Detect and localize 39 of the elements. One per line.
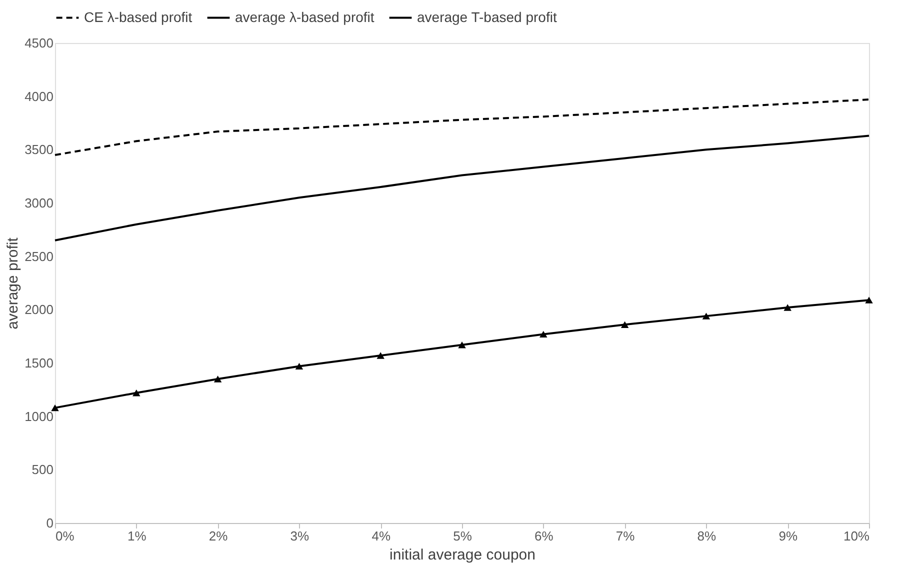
x-tick-label: 3%: [290, 528, 310, 544]
x-tick-label: 8%: [697, 528, 717, 544]
line-series: [54, 98, 870, 156]
point: [214, 376, 222, 382]
point: [458, 342, 466, 348]
y-tick-label: 1500: [24, 356, 54, 370]
legend-label: average λ-based profit: [235, 8, 374, 25]
point: [51, 404, 59, 412]
point: [540, 330, 548, 338]
y-tick-label: 3000: [24, 196, 54, 210]
point: [376, 352, 384, 359]
y-axis-title: average profit: [4, 236, 22, 330]
x-tick-label: 4%: [372, 528, 391, 544]
x-tick-label: 2%: [208, 528, 228, 544]
x-tick-label: 9%: [778, 528, 798, 544]
y-tick-label: 4500: [24, 36, 54, 50]
y-tick-label: 0: [46, 516, 54, 530]
x-tick-label: 7%: [616, 528, 636, 544]
y-tick-label: 3500: [24, 142, 54, 158]
point: [702, 312, 710, 320]
legend-label: average T-based profit: [417, 8, 557, 25]
x-tick-label: 10%: [843, 528, 870, 544]
x-axis-title: initial average coupon: [390, 546, 536, 564]
legend-label: CE λ-based profit: [84, 8, 192, 25]
y-tick-label: 1000: [24, 408, 54, 424]
point: [784, 304, 792, 311]
point: [620, 321, 629, 328]
point: [865, 296, 873, 304]
x-tick-label: 5%: [453, 528, 472, 544]
x-tick-label: 1%: [128, 528, 147, 544]
point: [295, 362, 304, 370]
y-tick-label: 2500: [24, 248, 54, 264]
line-series: [54, 134, 870, 242]
point: [132, 390, 140, 396]
y-tick-label: 500: [32, 462, 54, 478]
x-tick-label: 0%: [56, 528, 75, 544]
x-tick-label: 6%: [534, 528, 554, 544]
y-tick-label: 4000: [24, 88, 54, 104]
y-tick-label: 2000: [24, 302, 54, 318]
